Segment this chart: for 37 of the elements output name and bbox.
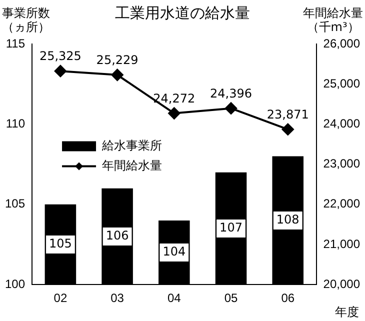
y-tick-label: 100	[4, 276, 26, 291]
y2-tick-label: 22,000	[323, 196, 360, 211]
x-tick-label: 04	[167, 291, 182, 306]
y2-axis-title: 年間給水量（千m³）	[303, 6, 363, 34]
data-label: 106	[106, 228, 129, 243]
x-tick-label: 02	[54, 291, 68, 306]
point	[225, 102, 238, 114]
x-tick-label: 06	[281, 291, 295, 306]
data-label: 23,871	[266, 108, 309, 122]
point	[54, 65, 66, 78]
legend-label: 給水事業所	[101, 138, 162, 152]
data-label: 105	[48, 236, 72, 251]
x-tick-label: 05	[224, 291, 238, 306]
data-label: 25,325	[39, 49, 82, 64]
data-label: 104	[162, 244, 186, 259]
data-label: 107	[220, 220, 242, 235]
data-label: 108	[276, 212, 300, 227]
y-tick-label: 105	[4, 196, 26, 211]
data-label: 24,396	[210, 86, 252, 100]
data-label: 25,229	[96, 53, 138, 68]
x-tick-label: 03	[110, 291, 124, 306]
y2-tick-label: 20,000	[323, 276, 360, 291]
y2-tick-label: 25,000	[323, 76, 360, 90]
y-axis-title: 事業所数（ヵ所）	[2, 6, 50, 34]
legend-label: 年間給水量	[102, 158, 162, 172]
point	[111, 68, 124, 81]
x-axis-title: 年度	[335, 305, 359, 319]
y-tick-label: 110	[6, 116, 26, 131]
chart-title: 工業用水道の給水量	[115, 4, 250, 22]
data-label: 24,272	[153, 91, 196, 106]
y2-tick-label: 26,000	[323, 36, 360, 50]
point	[168, 107, 180, 120]
y2-tick-label: 21,000	[323, 236, 360, 251]
y2-tick-label: 24,000	[323, 116, 360, 131]
point	[282, 123, 294, 136]
y-tick-label: 115	[6, 36, 26, 50]
y2-tick-label: 23,000	[323, 156, 360, 171]
